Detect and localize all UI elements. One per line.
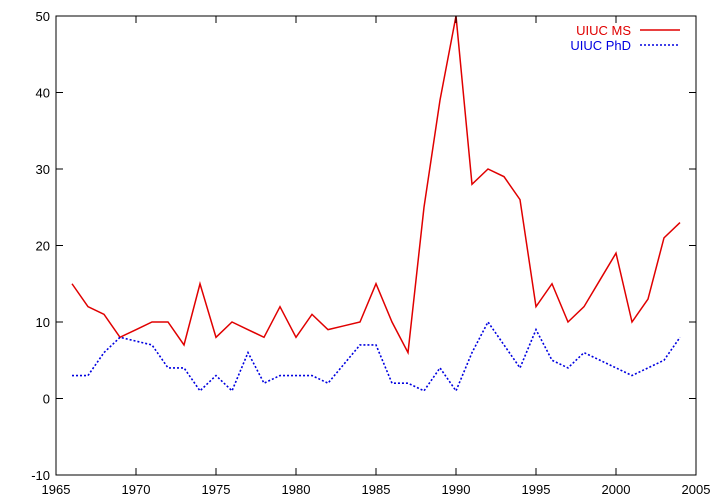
y-tick-label: 20 [36,239,50,254]
x-tick-label: 1995 [522,482,551,497]
legend-label-ms: UIUC MS [576,23,631,38]
x-tick-label: 1980 [282,482,311,497]
y-tick-label: 0 [43,392,50,407]
x-tick-label: 1990 [442,482,471,497]
series-layer [71,15,681,393]
x-tick-label: 1985 [362,482,391,497]
series-line-phd [72,320,681,393]
x-tick-label: 1975 [202,482,231,497]
ticks-layer: 1965 1970 1975 1980 1985 1990 1995 2000 2005 -10 0… [31,9,710,497]
x-tick-label: 1970 [122,482,151,497]
y-tick-label: -10 [31,468,50,483]
y-tick-label: 40 [36,86,50,101]
series-line-ms [71,15,681,356]
x-tick-label: 2005 [682,482,711,497]
x-tick-label: 2000 [602,482,631,497]
y-tick-label: 50 [36,9,50,24]
x-tick-label: 1965 [42,482,71,497]
legend-label-phd: UIUC PhD [570,38,631,53]
y-tick-label: 30 [36,162,50,177]
y-tick-label: 10 [36,315,50,330]
